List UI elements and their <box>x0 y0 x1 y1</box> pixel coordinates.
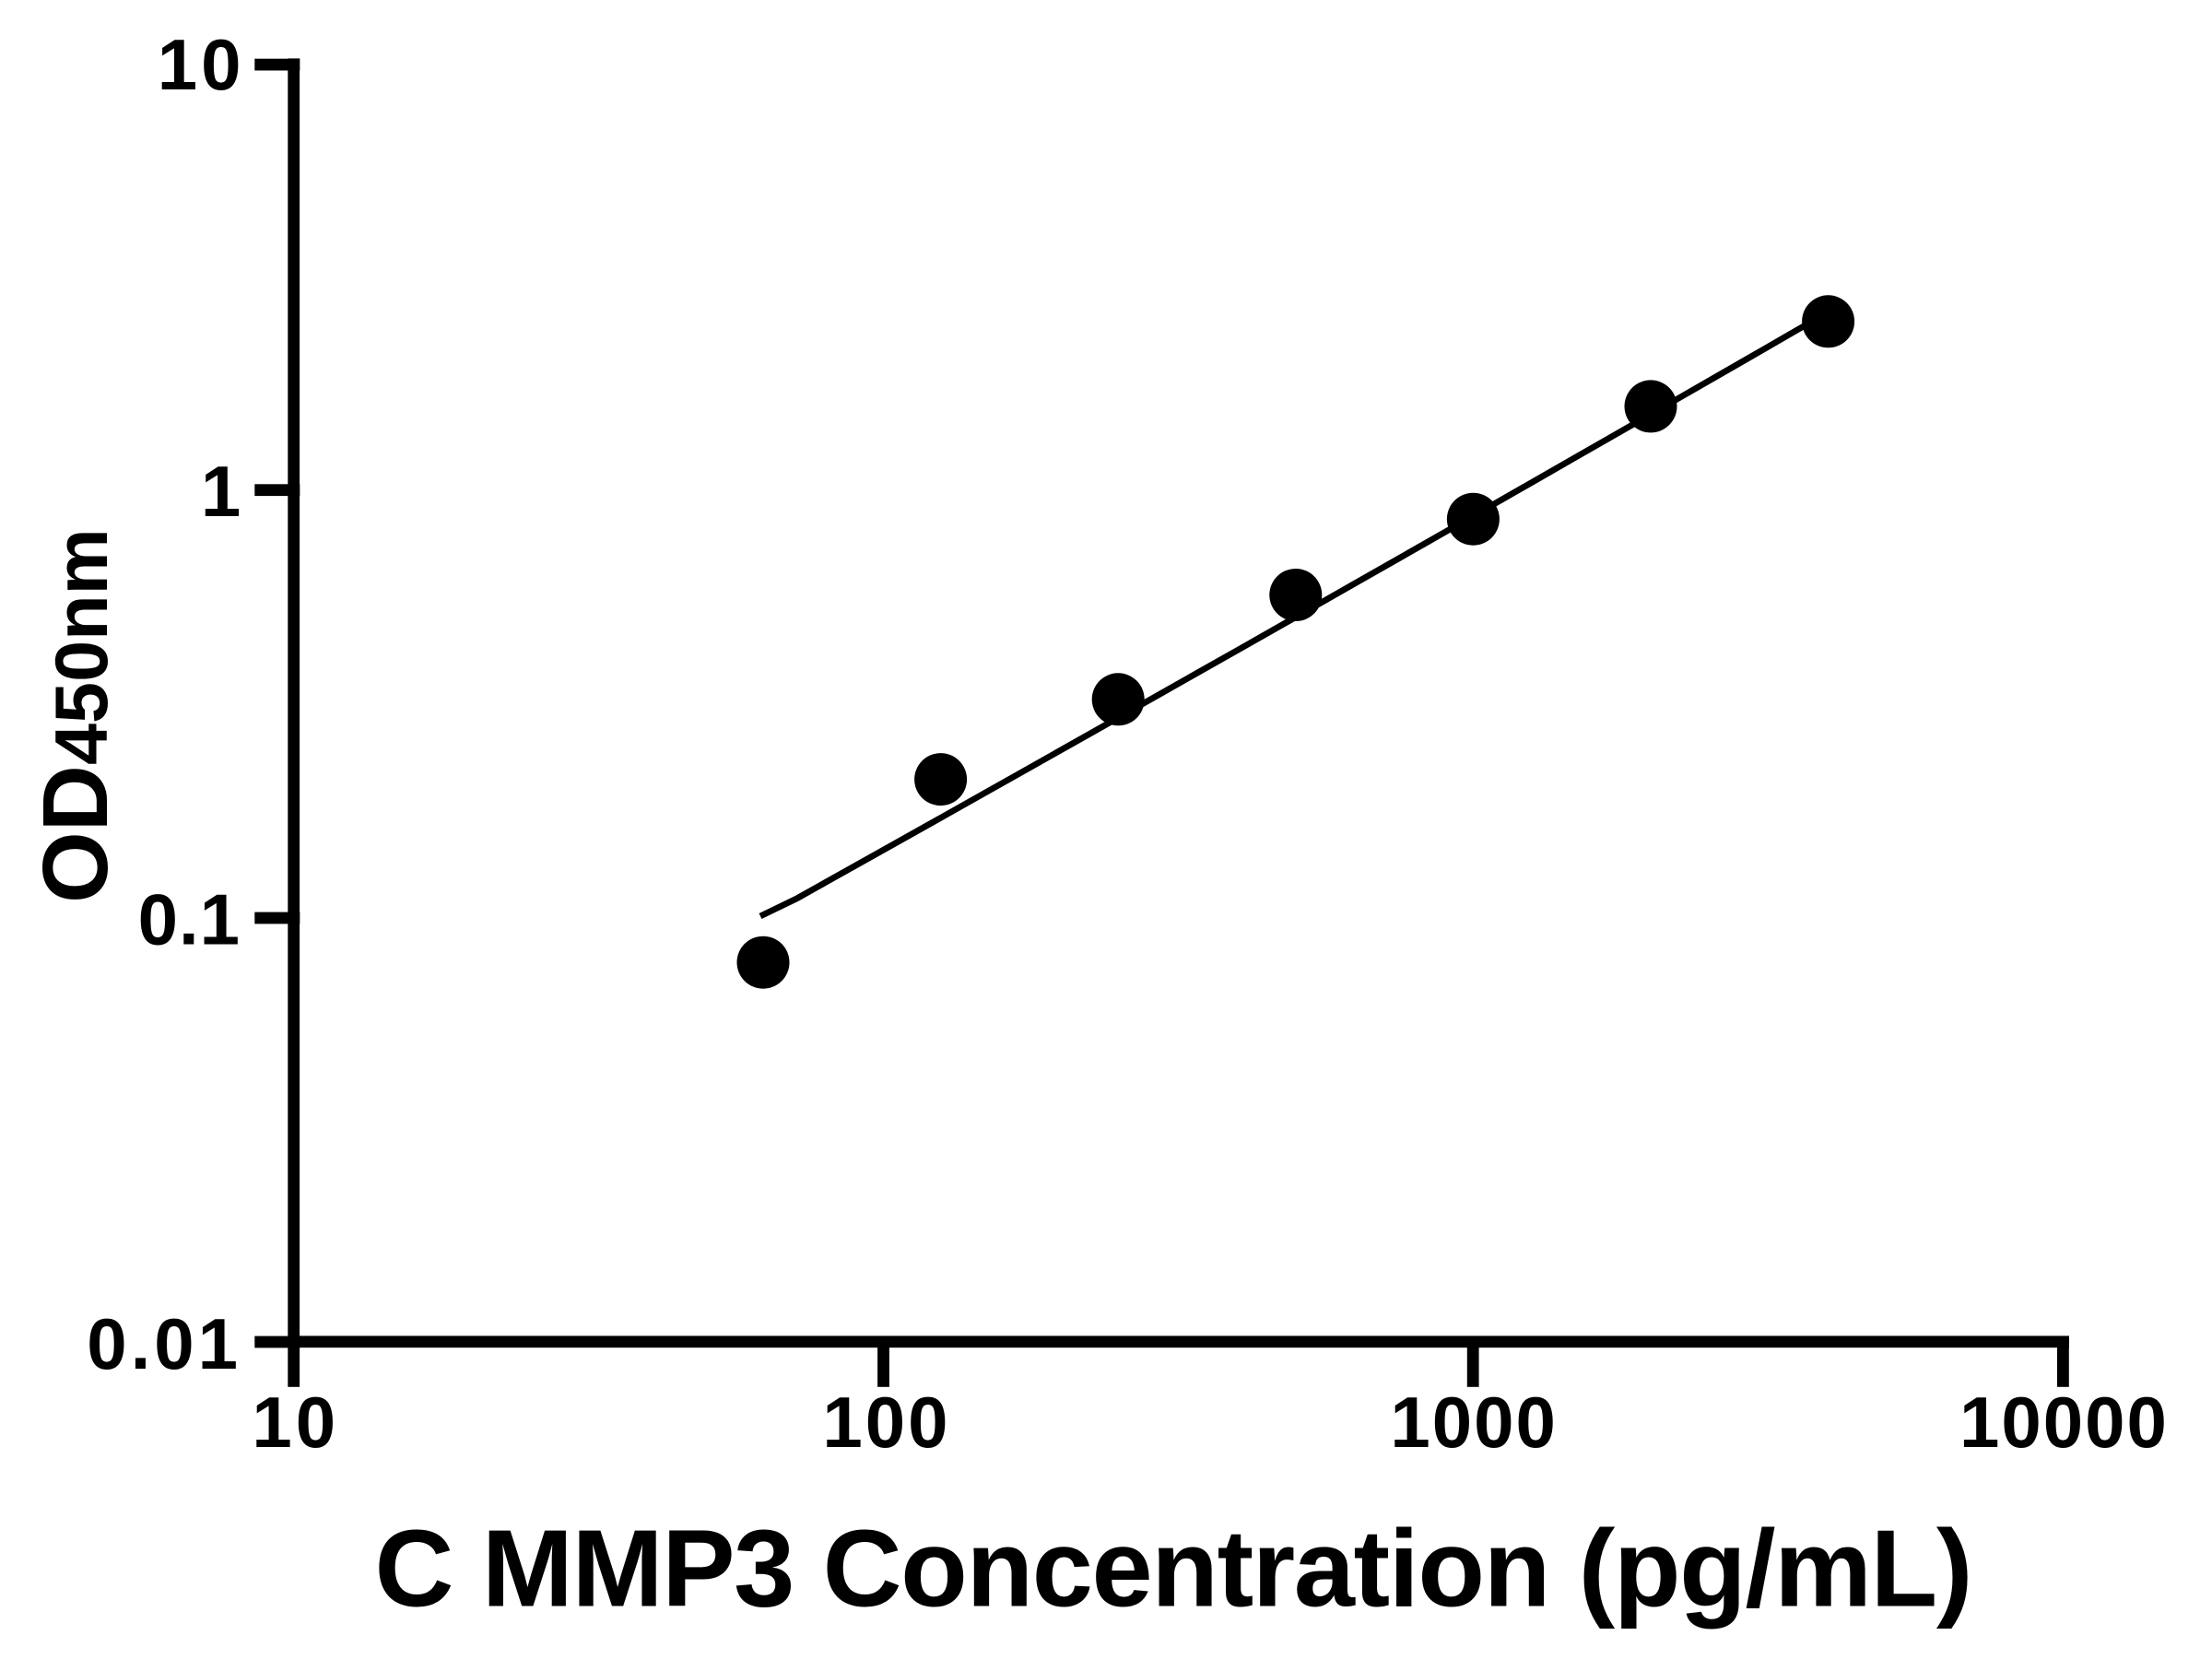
svg-text:10: 10 <box>158 24 245 105</box>
svg-text:10000: 10000 <box>1959 1382 2169 1463</box>
svg-text:1000: 1000 <box>1390 1382 1558 1463</box>
svg-text:0.1: 0.1 <box>138 879 241 960</box>
svg-text:1: 1 <box>201 451 241 532</box>
svg-text:OD450nm: OD450nm <box>24 528 127 903</box>
svg-text:C MMP3 Concentration (pg/mL): C MMP3 Concentration (pg/mL) <box>375 1508 1972 1630</box>
svg-text:10: 10 <box>252 1382 339 1463</box>
svg-text:100: 100 <box>822 1382 950 1463</box>
svg-text:0.01: 0.01 <box>87 1303 241 1384</box>
